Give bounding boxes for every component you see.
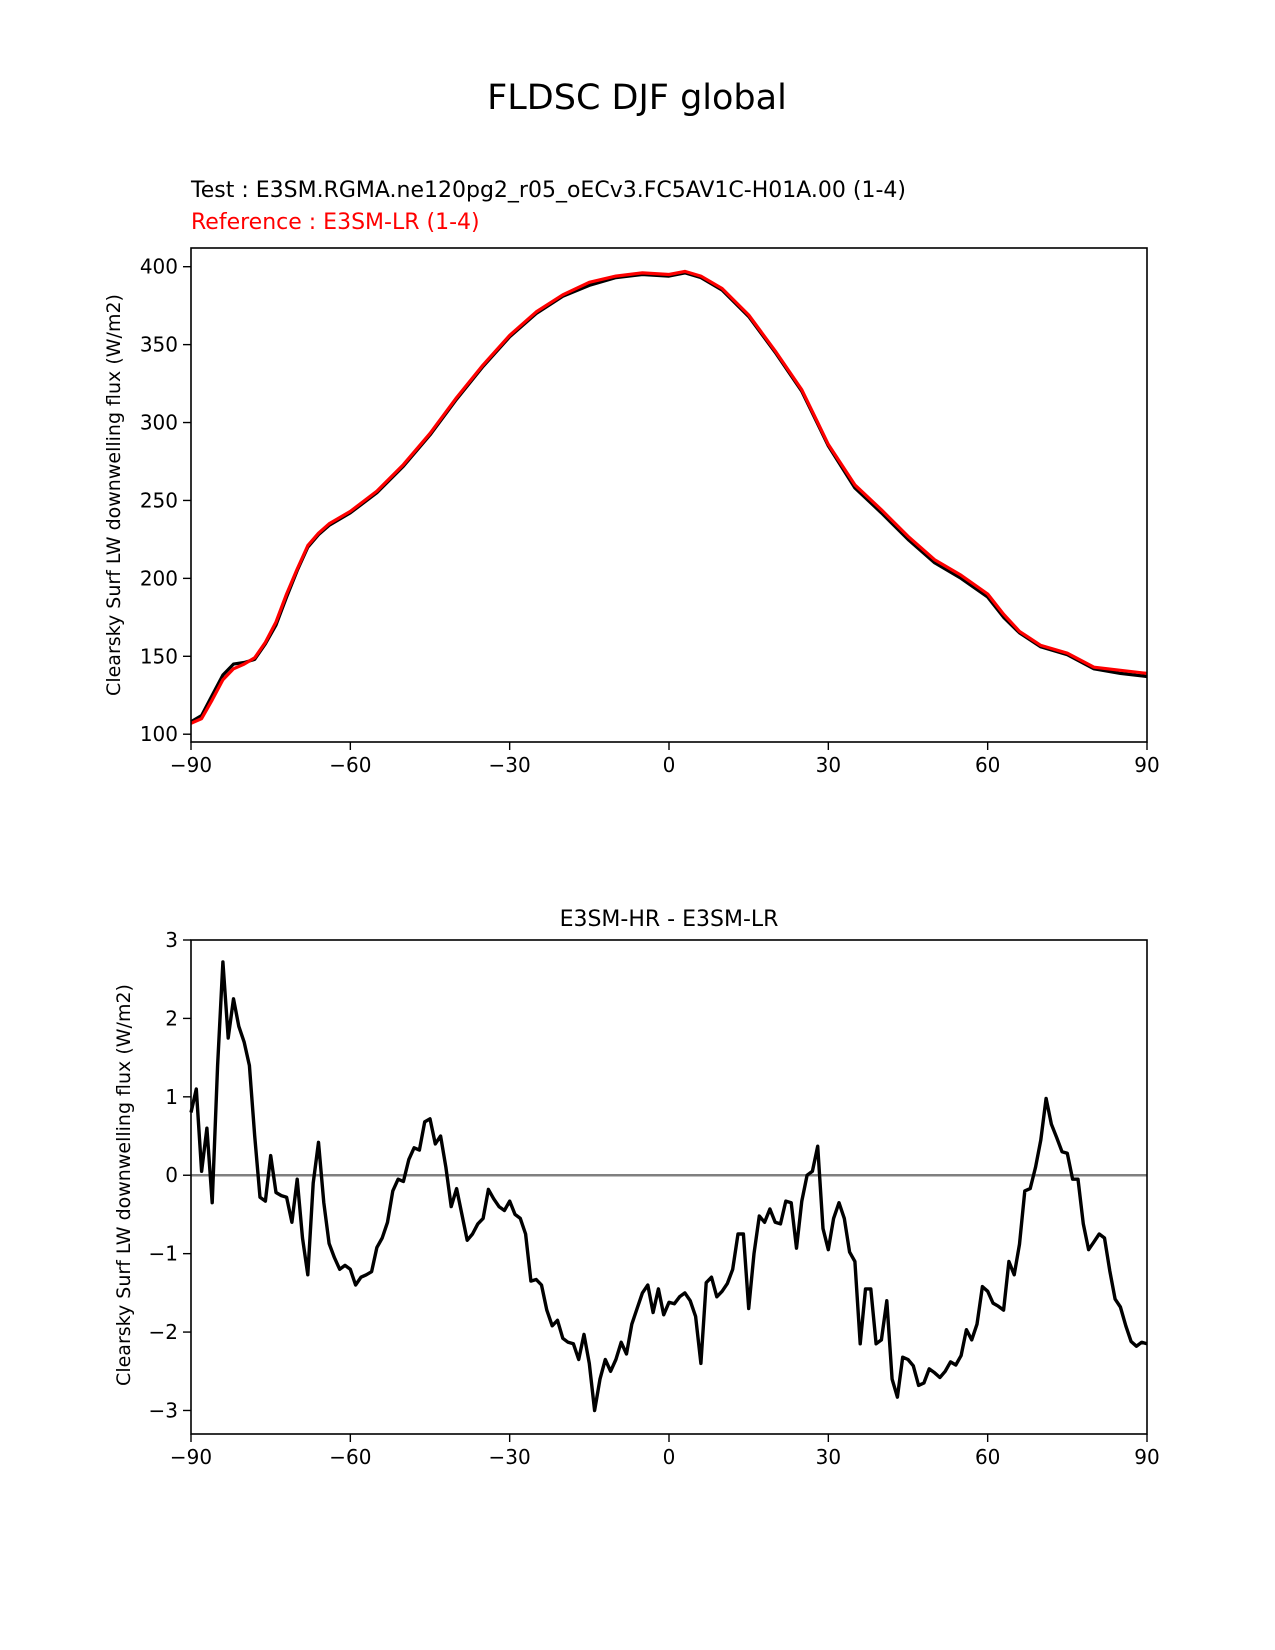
bottom-xtick-label: −90 xyxy=(170,1445,212,1469)
top-series-reference xyxy=(190,269,1148,725)
top-ytick-label: 150 xyxy=(140,644,178,668)
bottom-ytick-label: 3 xyxy=(165,928,178,952)
top-xtick-label: −90 xyxy=(170,753,212,777)
top-xtick-label: −60 xyxy=(329,753,371,777)
bottom-ytick-label: 0 xyxy=(165,1163,178,1187)
top-ytick-label: 400 xyxy=(140,255,178,279)
top-series-test xyxy=(190,271,1148,724)
top-xtick-label: 0 xyxy=(663,753,676,777)
top-panel: Test : E3SM.RGMA.ne120pg2_r05_oECv3.FC5A… xyxy=(103,178,1160,777)
top-ytick-label: 100 xyxy=(140,722,178,746)
top-series-group xyxy=(190,269,1148,725)
top-ticks-group: −90 −60 −30 0 30 60 90 100 150 200 250 300 350 400 xyxy=(140,255,1160,777)
figure-title: FLDSC DJF global xyxy=(487,78,787,118)
bottom-ytick-label: 1 xyxy=(165,1085,178,1109)
bottom-y-axis-label: Clearsky Surf LW downwelling flux (W/m2) xyxy=(113,984,135,1386)
bottom-xtick-label: −60 xyxy=(329,1445,371,1469)
top-ytick-label: 200 xyxy=(140,566,178,590)
bottom-ytick-label: −2 xyxy=(149,1320,178,1344)
top-ytick-label: 250 xyxy=(140,488,178,512)
top-ytick-label: 350 xyxy=(140,333,178,357)
bottom-series-group xyxy=(189,960,1148,1413)
top-subtitle-reference: Reference : E3SM-LR (1-4) xyxy=(191,210,480,235)
top-xtick-label: −30 xyxy=(489,753,531,777)
bottom-series-e3sm-hr-e3sm-lr xyxy=(189,960,1148,1413)
bottom-xtick-label: 30 xyxy=(816,1445,841,1469)
top-xtick-label: 30 xyxy=(816,753,841,777)
bottom-ticks-group: −90 −60 −30 0 30 60 90 −3 −2 −1 0 1 2 3 xyxy=(149,928,1160,1469)
top-axes-frame xyxy=(190,247,1148,743)
bottom-xtick-label: 90 xyxy=(1134,1445,1159,1469)
bottom-xtick-label: −30 xyxy=(489,1445,531,1469)
bottom-panel-title: E3SM-HR - E3SM-LR xyxy=(560,907,779,932)
top-ytick-label: 300 xyxy=(140,411,178,435)
bottom-panel: E3SM-HR - E3SM-LR Clearsky Surf LW downw… xyxy=(113,907,1160,1469)
top-subtitle-test: Test : E3SM.RGMA.ne120pg2_r05_oECv3.FC5A… xyxy=(190,178,906,203)
top-xtick-label: 60 xyxy=(975,753,1000,777)
bottom-ytick-label: −3 xyxy=(149,1398,178,1422)
top-y-axis-label: Clearsky Surf LW downwelling flux (W/m2) xyxy=(103,294,125,696)
top-xtick-label: 90 xyxy=(1134,753,1159,777)
bottom-xtick-label: 0 xyxy=(663,1445,676,1469)
bottom-xtick-label: 60 xyxy=(975,1445,1000,1469)
bottom-axes-frame xyxy=(190,939,1148,1435)
bottom-ytick-label: 2 xyxy=(165,1006,178,1030)
bottom-ytick-label: −1 xyxy=(149,1242,178,1266)
